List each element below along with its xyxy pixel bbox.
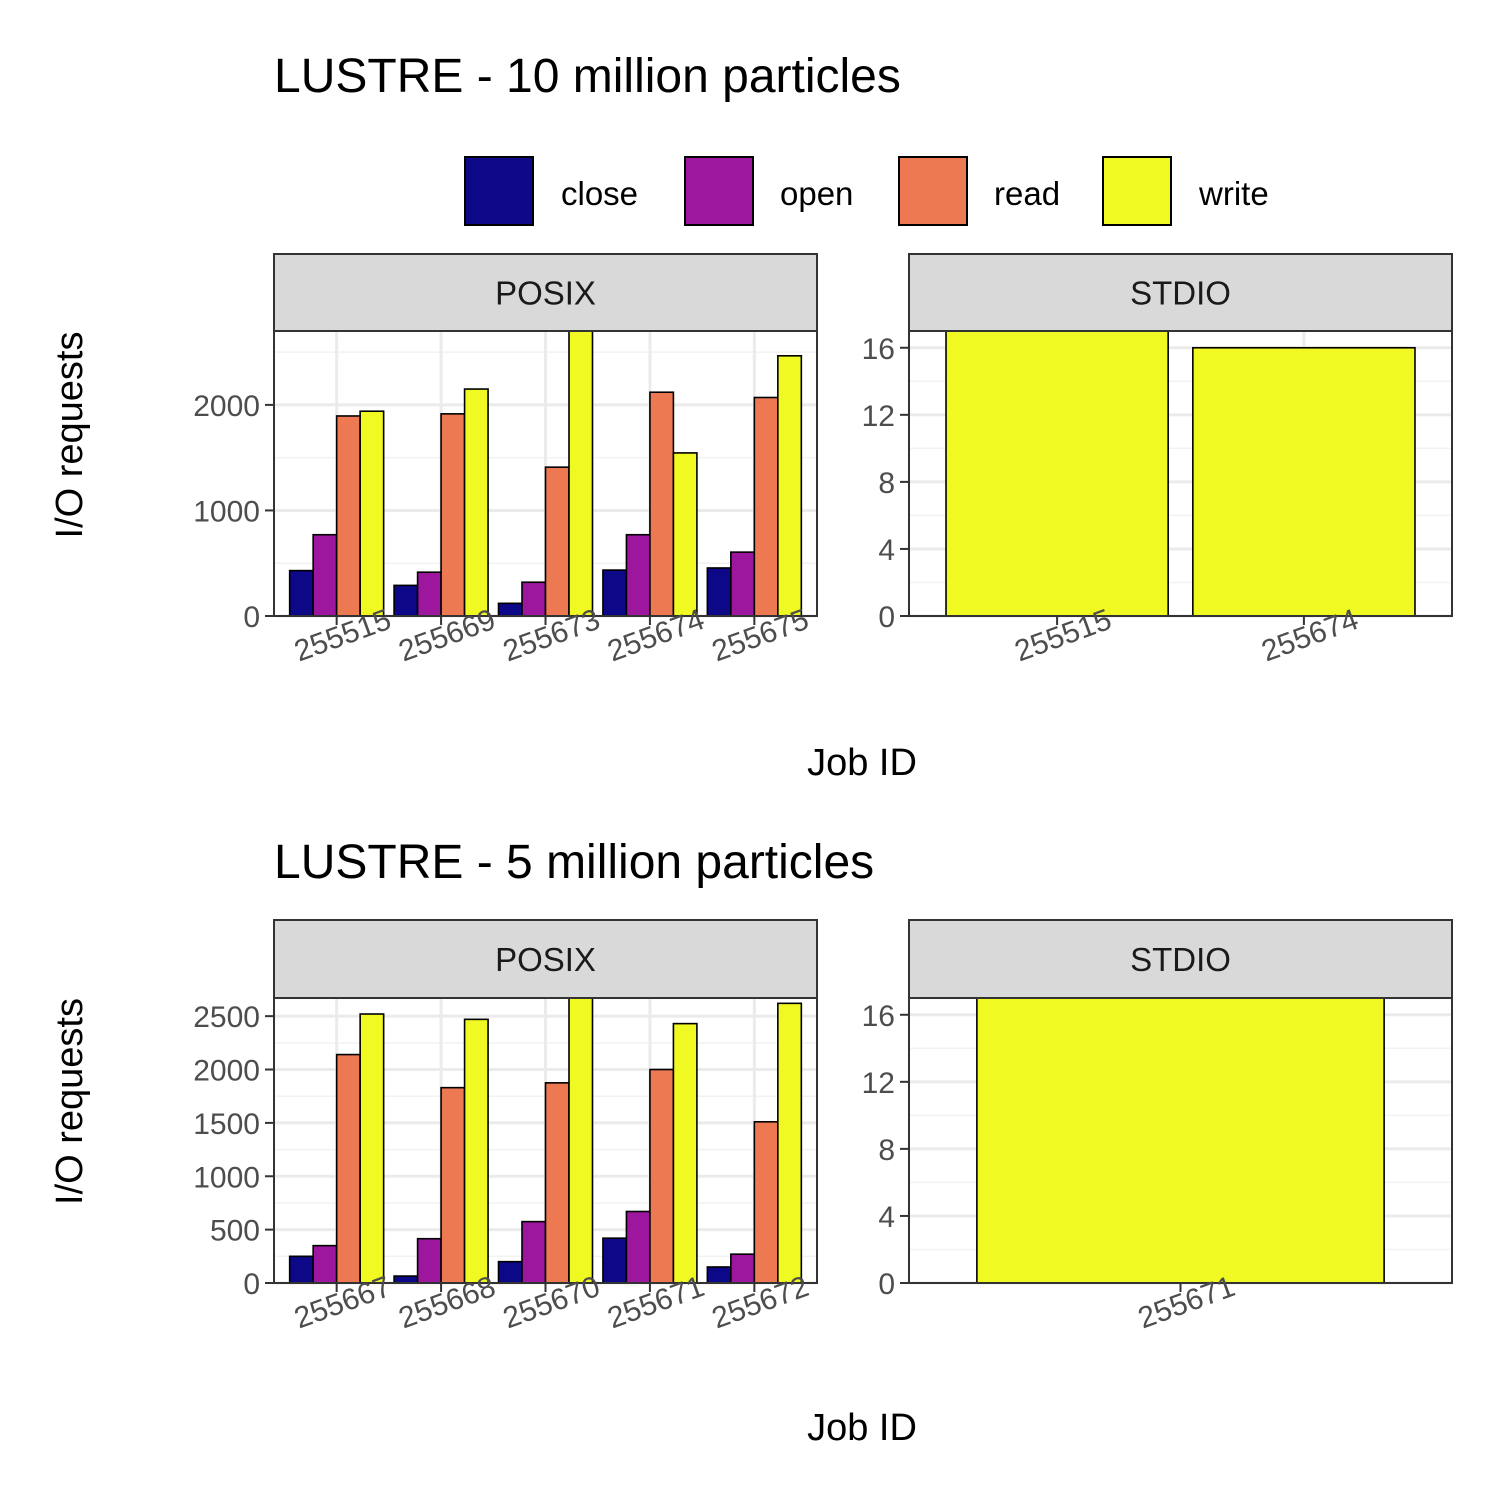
chart-1: LUSTRE - 5 million particles I/O requests… — [49, 836, 1453, 1449]
bar-read-255515 — [335, 415, 361, 617]
bar-close-255667 — [288, 1255, 314, 1284]
y-tick-label: 16 — [862, 333, 895, 366]
y-tick-label: 8 — [878, 467, 895, 500]
y-tick-label: 12 — [862, 1067, 895, 1100]
y-axis-title: I/O requests — [49, 332, 91, 539]
bar-read-255673 — [544, 466, 570, 617]
legend-key-read — [898, 156, 968, 226]
legend: close open read write — [464, 156, 1269, 226]
bar-close-255669 — [393, 584, 419, 617]
bar-open-255668 — [416, 1237, 442, 1284]
y-tick-label: 1000 — [193, 1161, 260, 1194]
facet-strip-label: POSIX — [495, 275, 596, 312]
y-tick-label: 1500 — [193, 1108, 260, 1141]
bar-read-255667 — [335, 1053, 361, 1284]
bar-read-255669 — [440, 413, 466, 617]
legend-label-close: close — [561, 175, 638, 212]
bar-write-255673 — [568, 330, 594, 617]
legend-label-write: write — [1198, 175, 1269, 212]
bar-write-255674 — [1192, 346, 1416, 617]
y-tick-label: 0 — [243, 601, 260, 634]
bar-write-255667 — [359, 1013, 385, 1284]
bar-open-255674 — [625, 533, 651, 617]
bar-read-255675 — [753, 396, 779, 617]
facet-strip-label: STDIO — [1130, 941, 1231, 978]
chart-title: LUSTRE - 5 million particles — [274, 836, 874, 889]
y-tick-label: 4 — [878, 534, 895, 567]
bar-write-255674 — [672, 452, 698, 617]
bar-close-255673 — [497, 602, 523, 617]
y-tick-label: 0 — [878, 1268, 895, 1301]
bar-open-255673 — [521, 581, 547, 617]
bar-open-255675 — [730, 551, 756, 617]
facet-strip — [273, 919, 818, 999]
y-tick-label: 500 — [210, 1215, 260, 1248]
bar-open-255667 — [312, 1244, 338, 1284]
legend-label-open: open — [780, 175, 853, 212]
bar-write-255675 — [777, 355, 803, 617]
bar-write-255670 — [568, 997, 594, 1284]
legend-key-write — [1102, 156, 1172, 226]
legend-key-close — [464, 156, 534, 226]
panel-border — [908, 330, 1453, 617]
bar-close-255670 — [497, 1260, 523, 1284]
y-tick-label: 16 — [862, 1000, 895, 1033]
bar-close-255675 — [706, 567, 732, 617]
y-tick-label: 1000 — [193, 495, 260, 528]
y-tick-label: 2500 — [193, 1001, 260, 1034]
facet-strip-label: POSIX — [495, 941, 596, 978]
y-tick-label: 4 — [878, 1201, 895, 1234]
bar-open-255670 — [521, 1220, 547, 1284]
bar-read-255668 — [440, 1086, 466, 1284]
bar-write-255672 — [777, 1002, 803, 1284]
y-tick-label: 8 — [878, 1134, 895, 1167]
x-axis-title: Job ID — [807, 742, 917, 784]
facet-strip — [273, 253, 818, 332]
bar-close-255671 — [602, 1237, 628, 1284]
bar-read-255674 — [649, 391, 675, 617]
y-axis-title: I/O requests — [49, 998, 91, 1205]
facet-strip — [908, 253, 1453, 332]
bar-read-255672 — [753, 1121, 779, 1284]
bar-write-255515 — [359, 410, 385, 617]
legend-key-open — [684, 156, 754, 226]
y-tick-label: 2000 — [193, 1055, 260, 1088]
bar-write-255671 — [976, 997, 1385, 1284]
bar-write-255668 — [463, 1018, 489, 1284]
bar-open-255515 — [312, 533, 338, 617]
y-tick-label: 2000 — [193, 390, 260, 423]
facet-strip-label: STDIO — [1130, 275, 1231, 312]
bar-open-255669 — [416, 571, 442, 617]
bar-close-255672 — [706, 1266, 732, 1284]
bar-write-255671 — [672, 1022, 698, 1284]
bar-close-255674 — [602, 569, 628, 617]
y-tick-label: 0 — [878, 601, 895, 634]
bar-open-255671 — [625, 1210, 651, 1284]
bar-close-255515 — [288, 569, 314, 617]
bar-read-255671 — [649, 1068, 675, 1284]
bar-close-255668 — [393, 1275, 419, 1284]
bar-read-255670 — [544, 1082, 570, 1284]
legend-label-read: read — [994, 175, 1060, 212]
bar-write-255669 — [463, 388, 489, 617]
bar-open-255672 — [730, 1253, 756, 1284]
y-tick-label: 12 — [862, 400, 895, 433]
chart-title: LUSTRE - 10 million particles — [274, 50, 901, 103]
x-axis-title: Job ID — [807, 1407, 917, 1449]
bar-write-255515 — [945, 330, 1169, 617]
chart-0: LUSTRE - 10 million particles I/O request… — [49, 50, 1453, 784]
y-tick-label: 0 — [243, 1268, 260, 1301]
